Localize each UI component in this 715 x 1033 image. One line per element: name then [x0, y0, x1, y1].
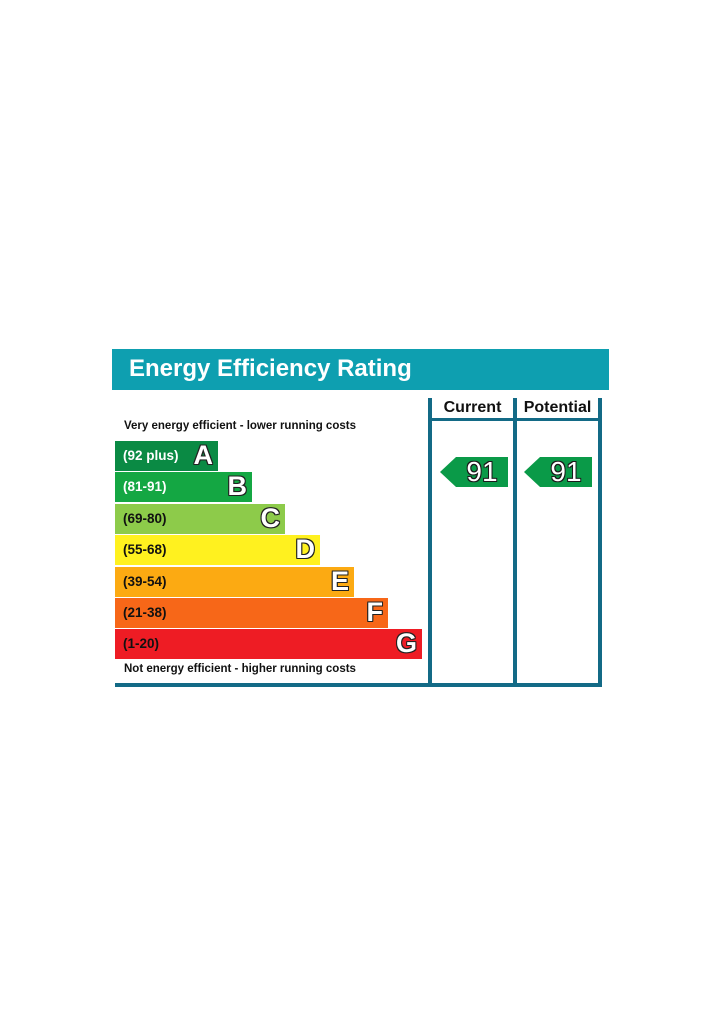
- band-letter: G: [395, 628, 417, 659]
- rating-band-a: (92 plus) A: [115, 440, 218, 471]
- potential-column-header: Potential: [523, 399, 592, 416]
- bottom-note: Not energy efficient - higher running co…: [124, 663, 356, 675]
- band-letter: D: [295, 534, 316, 565]
- band-range-label: (69-80): [123, 510, 167, 526]
- potential-rating-value: 91: [550, 456, 582, 487]
- band-letter: B: [227, 471, 248, 502]
- title-bar: Energy Efficiency Rating: [112, 349, 609, 390]
- band-letter: F: [366, 597, 384, 627]
- frame-divider-left: [428, 398, 432, 687]
- current-rating-arrow: 91: [440, 456, 508, 487]
- rating-band-c: (69-80) C: [115, 502, 285, 534]
- potential-rating-arrow: 91: [524, 456, 592, 487]
- band-range-label: (21-38): [123, 605, 167, 620]
- current-rating-value: 91: [466, 456, 498, 487]
- chart-title: Energy Efficiency Rating: [129, 355, 412, 382]
- band-range-label: (81-91): [123, 479, 167, 495]
- band-range-label: (39-54): [123, 573, 167, 589]
- band-letter: E: [330, 565, 349, 596]
- rating-band-e: (39-54) E: [115, 565, 354, 597]
- rating-band-g: (1-20) G: [115, 628, 422, 660]
- top-note: Very energy efficient - lower running co…: [124, 420, 356, 432]
- rating-band-d: (55-68) D: [115, 534, 320, 566]
- potential-arrow-shape: [524, 457, 592, 487]
- current-arrow-shape: [440, 457, 508, 487]
- rating-band-f: (21-38) F: [115, 597, 388, 628]
- band-letter: A: [193, 440, 214, 470]
- energy-efficiency-chart: Energy Efficiency Rating Current Potenti…: [112, 349, 609, 689]
- band-range-label: (1-20): [123, 636, 160, 652]
- frame-right: [598, 398, 602, 687]
- frame-bottom: [115, 683, 602, 687]
- band-letter: C: [260, 502, 281, 533]
- band-range-label: (55-68): [123, 542, 167, 558]
- rating-band-b: (81-91) B: [115, 471, 252, 503]
- header-underline-potential: [513, 418, 602, 421]
- header-underline-current: [428, 418, 517, 421]
- frame-divider-middle: [513, 398, 517, 687]
- band-range-label: (92 plus): [123, 448, 179, 463]
- current-column-header: Current: [443, 399, 502, 416]
